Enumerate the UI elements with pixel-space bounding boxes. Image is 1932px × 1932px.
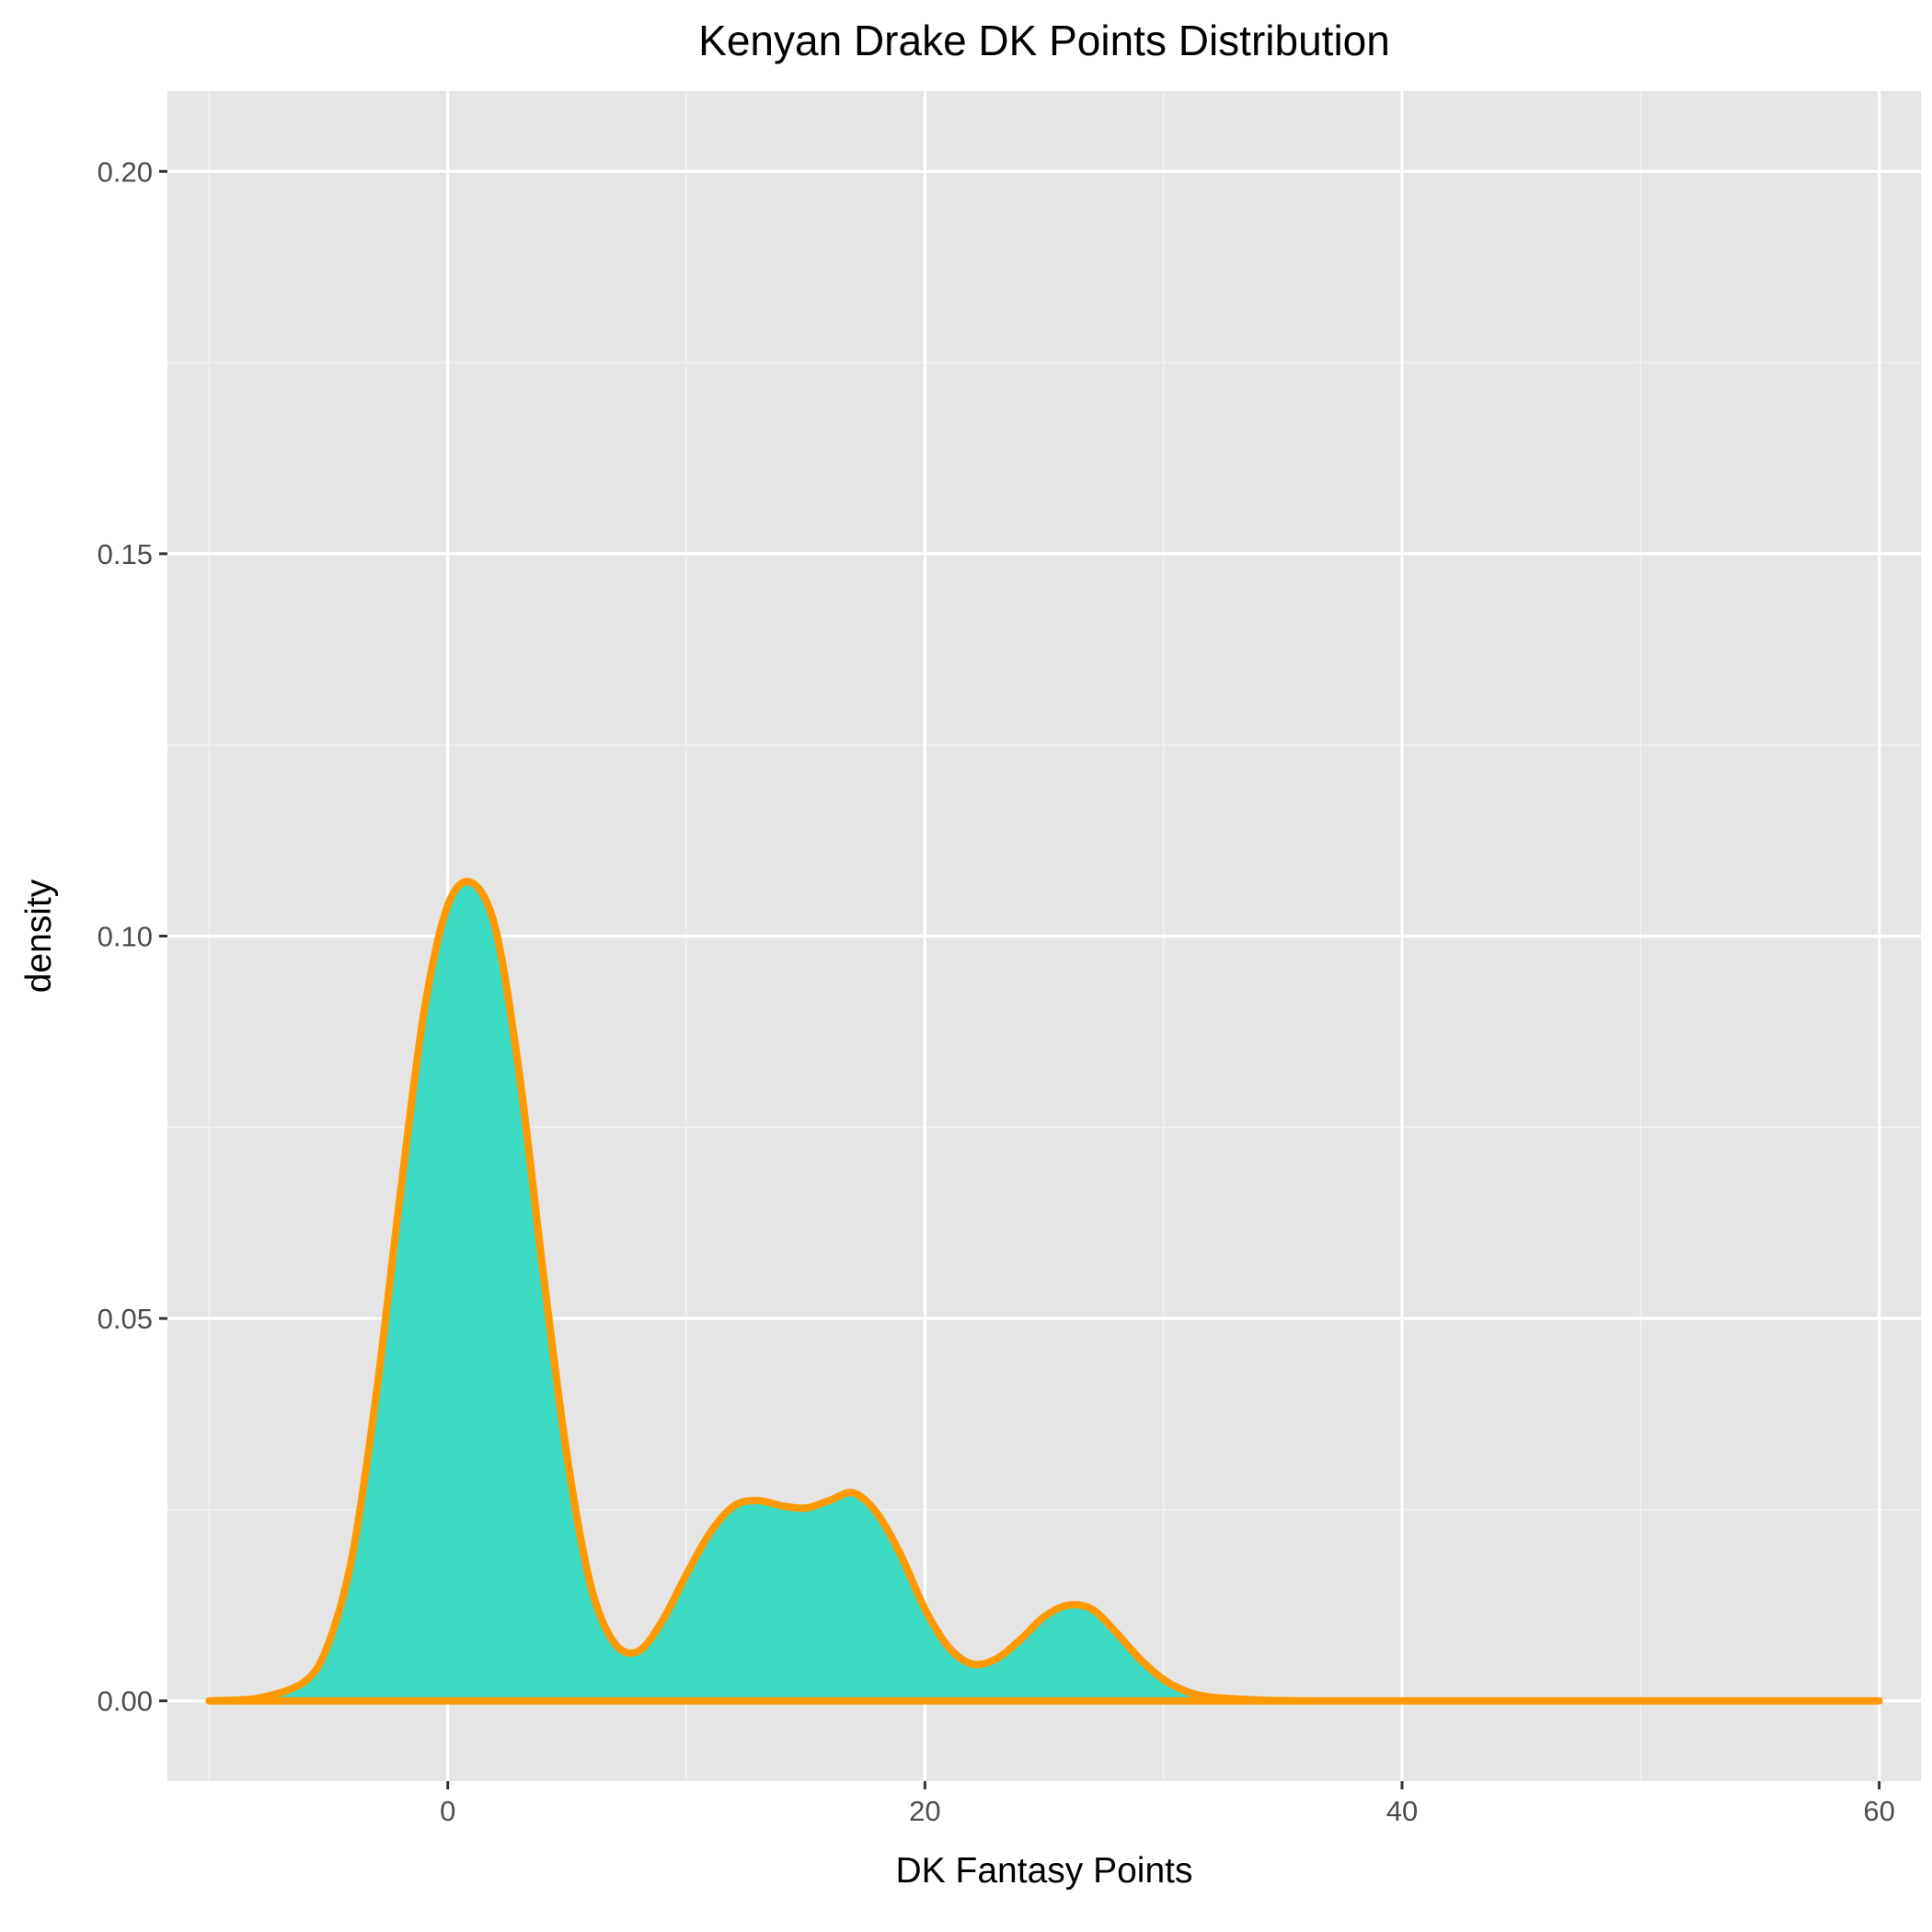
- x-tick-label: 20: [909, 1795, 940, 1827]
- y-tick-label: 0.10: [98, 921, 153, 953]
- x-tick-label: 40: [1386, 1795, 1418, 1827]
- density-line: [205, 878, 1883, 1705]
- x-axis-title: DK Fantasy Points: [896, 1851, 1193, 1891]
- x-tick-label: 0: [440, 1795, 455, 1827]
- chart-title: Kenyan Drake DK Points Distribution: [698, 17, 1390, 64]
- y-tick-label: 0.00: [98, 1685, 153, 1718]
- y-tick-label: 0.15: [98, 538, 153, 570]
- y-tick-label: 0.05: [98, 1303, 153, 1335]
- x-axis: 0 20 40 60: [440, 1781, 1895, 1827]
- y-tick-label: 0.20: [98, 155, 153, 188]
- y-axis-title: density: [19, 879, 59, 993]
- y-axis: 0.00 0.05 0.10 0.15 0.20: [98, 155, 167, 1718]
- x-tick-label: 60: [1863, 1795, 1894, 1827]
